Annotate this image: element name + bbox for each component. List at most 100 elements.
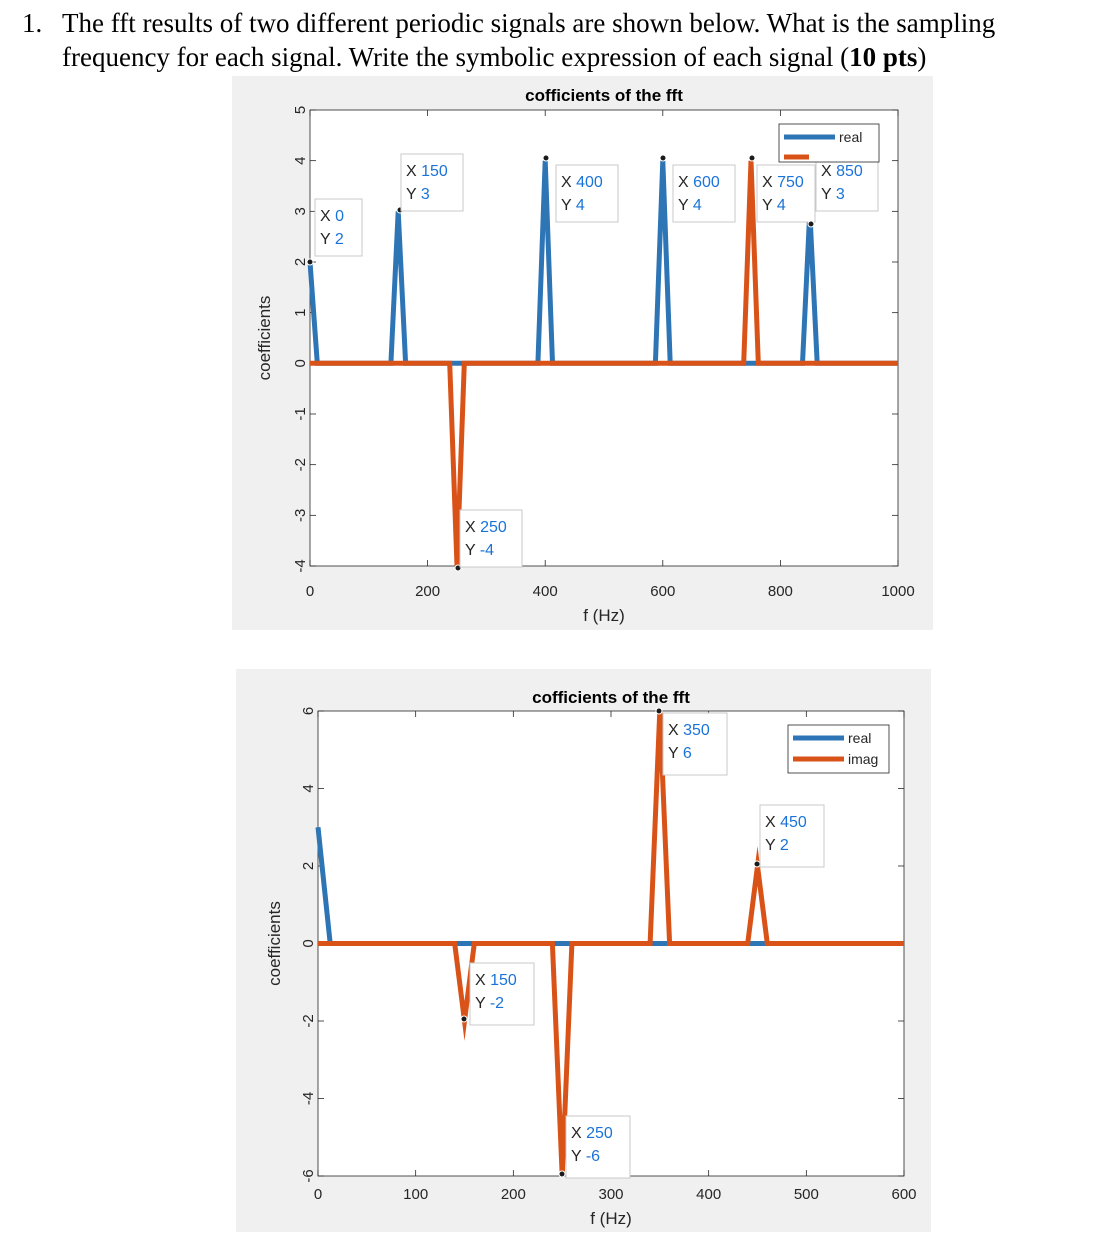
datatip: X 600 Y 4 <box>659 154 736 223</box>
datatip-marker <box>748 154 756 162</box>
y-tick-label: 1 <box>292 308 309 316</box>
datatip-marker <box>807 220 815 228</box>
y-tick-label: -6 <box>300 1169 317 1182</box>
x-tick-label: 400 <box>533 583 558 600</box>
datatip-x-value: 850 <box>836 163 863 180</box>
datatip-y-label: Y 2 <box>320 231 344 248</box>
x-axis-label: f (Hz) <box>583 606 625 625</box>
y-tick-label: 5 <box>292 106 309 114</box>
legend-label-real: real <box>848 730 871 746</box>
datatip-box <box>759 804 825 868</box>
x-tick-label: 200 <box>501 1186 526 1203</box>
question-line-1: The fft results of two different periodi… <box>62 8 996 38</box>
question-line-2-end: ) <box>917 42 927 72</box>
chart-title: cofficients of the fft <box>525 86 683 105</box>
datatip-marker <box>306 258 314 266</box>
datatip-y-value: 6 <box>683 745 692 762</box>
datatip-x-value: 250 <box>586 1125 613 1142</box>
y-tick-label: 4 <box>292 156 309 164</box>
legend-label-imag: imag <box>848 751 878 767</box>
datatip-marker <box>558 1170 566 1178</box>
datatip-x-label: X 350 <box>668 722 710 739</box>
datatip-y-value: 3 <box>836 186 845 203</box>
y-tick-label: -3 <box>292 509 309 522</box>
x-tick-label: 600 <box>650 583 675 600</box>
datatip-y-value: 4 <box>777 197 786 214</box>
datatip-y-label: Y -6 <box>571 1148 600 1165</box>
datatip-box <box>815 153 879 212</box>
series-line-series-2 <box>310 160 898 567</box>
x-tick-label: 200 <box>415 583 440 600</box>
datatip-y-label: Y 2 <box>765 837 789 854</box>
datatip-x-label: X 150 <box>475 972 517 989</box>
x-tick-label: 0 <box>306 583 314 600</box>
datatip-x-label: X 750 <box>762 174 804 191</box>
datatip-x-value: 0 <box>335 208 344 225</box>
datatip-y-label: Y -2 <box>475 995 504 1012</box>
datatip-marker <box>542 154 550 162</box>
datatip-marker <box>460 1015 468 1023</box>
datatip-y-value: 4 <box>576 197 585 214</box>
datatip: X 850 Y 3 <box>807 153 879 228</box>
question-line-2: frequency for each signal. Write the sym… <box>62 40 926 74</box>
datatip: X 350 Y 6 <box>655 707 728 776</box>
datatip: X 0 Y 2 <box>306 198 363 266</box>
legend-label-real: real <box>839 129 862 145</box>
y-tick-label: 3 <box>292 207 309 215</box>
datatip-y-value: -4 <box>480 542 494 559</box>
datatip-y-label: Y 6 <box>668 745 692 762</box>
datatip-box <box>459 509 523 568</box>
datatip-box <box>400 153 464 212</box>
datatip-y-value: 2 <box>780 837 789 854</box>
datatip-y-label: Y 3 <box>406 186 430 203</box>
datatip-box <box>469 962 535 1026</box>
question-line-2-text: frequency for each signal. Write the sym… <box>62 42 850 72</box>
datatip-x-value: 750 <box>777 174 804 191</box>
datatip-x-label: X 150 <box>406 163 448 180</box>
y-tick-label: 2 <box>292 258 309 266</box>
y-tick-label: 0 <box>292 359 309 367</box>
y-axis-label: coefficients <box>255 296 274 381</box>
datatip-y-label: Y 3 <box>821 186 845 203</box>
datatip-x-value: 600 <box>693 174 720 191</box>
datatip: X 150 Y 3 <box>396 153 464 214</box>
datatip-x-label: X 600 <box>678 174 720 191</box>
datatip-box <box>662 712 728 776</box>
datatip-y-value: -6 <box>586 1148 600 1165</box>
fft-chart-1: 0 200 400 600 800 1000 5 4 3 2 1 0 -1 -2 -3 -4 cofficien… <box>255 86 915 625</box>
series-line-imag <box>318 710 904 1177</box>
figure-2: 0 100 200 300 400 500 600 6 4 2 0 -2 -4 -6 cofficients… <box>236 669 931 1232</box>
datatip-marker <box>655 707 663 715</box>
legend: real imag <box>787 724 890 774</box>
legend-box <box>787 724 890 774</box>
datatip-box <box>555 164 619 223</box>
datatip-x-label: X 250 <box>571 1125 613 1142</box>
x-tick-label: 1000 <box>881 583 914 600</box>
datatip-box <box>672 164 736 223</box>
datatip-y-label: Y 4 <box>762 197 786 214</box>
y-tick-label: -4 <box>300 1092 317 1105</box>
y-tick-label: -4 <box>292 559 309 572</box>
y-tick-label: 6 <box>300 707 317 715</box>
datatip-y-label: Y 4 <box>678 197 702 214</box>
x-tick-label: 500 <box>794 1186 819 1203</box>
datatip-marker <box>753 860 761 868</box>
x-tick-label: 600 <box>891 1186 916 1203</box>
datatip-y-value: 3 <box>421 186 430 203</box>
datatip-y-value: 2 <box>335 231 344 248</box>
datatip-x-value: 250 <box>480 519 507 536</box>
x-tick-label: 0 <box>314 1186 322 1203</box>
datatip: X 400 Y 4 <box>542 154 619 223</box>
x-tick-label: 300 <box>598 1186 623 1203</box>
y-tick-label: -2 <box>292 458 309 471</box>
x-tick-label: 100 <box>403 1186 428 1203</box>
datatip-x-label: X 0 <box>320 208 344 225</box>
datatip-x-label: X 250 <box>465 519 507 536</box>
datatip-box <box>756 164 816 223</box>
datatip: X 150 Y -2 <box>460 962 535 1026</box>
datatip-y-value: 4 <box>693 197 702 214</box>
y-tick-label: 0 <box>300 939 317 947</box>
datatip-x-label: X 450 <box>765 814 807 831</box>
datatip-x-value: 150 <box>490 972 517 989</box>
chart-title: cofficients of the fft <box>532 688 690 707</box>
